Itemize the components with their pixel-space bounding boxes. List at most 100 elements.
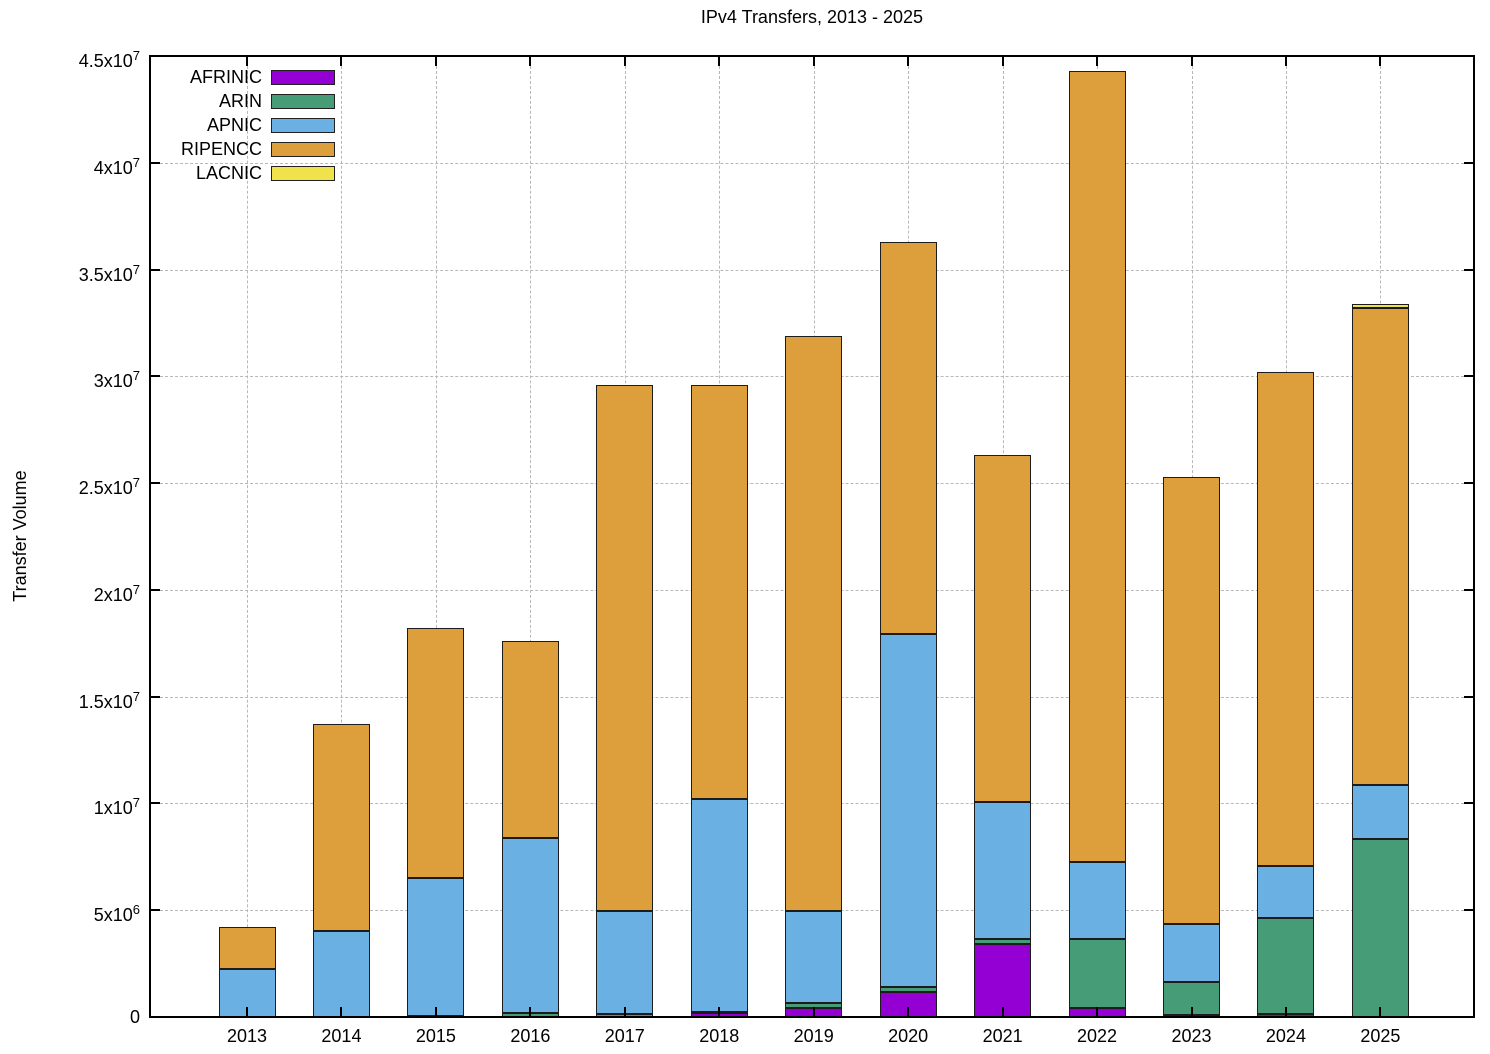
y-tick-label: 2x107 — [93, 581, 140, 605]
x-tick-bottom — [246, 1007, 248, 1017]
bar-segment — [407, 628, 465, 879]
y-tick-right — [1464, 161, 1474, 164]
x-tick-bottom — [1284, 1007, 1287, 1017]
bar-segment — [1351, 307, 1409, 786]
y-tick-left — [150, 161, 160, 164]
legend-label: AFRINIC — [190, 66, 262, 87]
x-tick-bottom — [812, 1007, 815, 1017]
x-tick-top — [1379, 56, 1382, 66]
bar-segment — [879, 987, 937, 993]
x-tick-top — [812, 56, 815, 66]
bar-segment — [785, 335, 843, 912]
legend-label: RIPENCC — [180, 138, 262, 159]
legend-row: LACNIC — [148, 161, 335, 185]
legend-label: APNIC — [206, 114, 262, 135]
bar-segment — [1068, 70, 1126, 863]
legend-label: LACNIC — [195, 162, 262, 183]
y-tick-left — [150, 375, 160, 378]
y-tick-right — [1464, 268, 1474, 271]
bar-segment — [407, 878, 465, 1016]
bar-segment — [974, 455, 1032, 803]
x-tick-label: 2024 — [1265, 1026, 1306, 1046]
bar-segment — [1068, 862, 1126, 940]
legend-swatch — [271, 165, 335, 181]
x-tick-bottom — [1379, 1007, 1382, 1017]
x-tick-label: 2014 — [321, 1026, 362, 1046]
x-tick-label: 2021 — [982, 1026, 1023, 1046]
bar-segment — [785, 911, 843, 1004]
bar-segment — [1351, 303, 1409, 308]
bar-segment — [879, 633, 937, 988]
x-tick-top — [529, 56, 532, 66]
legend: AFRINIC ARIN APNIC RIPENCC LACNIC — [148, 65, 335, 185]
x-tick-top — [1284, 56, 1287, 66]
y-tick-right — [1464, 482, 1474, 485]
y-tick-label: 5x106 — [93, 902, 140, 926]
x-tick-label: 2023 — [1171, 1026, 1212, 1046]
x-tick-label: 2018 — [699, 1026, 740, 1046]
v-gridline — [341, 56, 343, 1017]
bar-segment — [879, 241, 937, 634]
y-tick-left — [150, 695, 160, 698]
x-tick-top — [1190, 56, 1193, 66]
x-tick-top — [907, 56, 910, 66]
bar-segment — [501, 837, 559, 1013]
bar-segment — [596, 911, 654, 1014]
x-tick-label: 2022 — [1077, 1026, 1118, 1046]
y-tick-right — [1464, 802, 1474, 805]
y-tick-label: 3x107 — [93, 368, 140, 392]
y-tick-left — [150, 268, 160, 271]
bar-segment — [1163, 476, 1220, 925]
x-tick-top — [1096, 56, 1099, 66]
legend-swatch — [271, 93, 335, 109]
y-tick-right — [1464, 909, 1474, 912]
chart-title: IPv4 Transfers, 2013 - 2025 — [700, 7, 924, 27]
bar-segment — [974, 802, 1032, 940]
legend-row: AFRINIC — [148, 65, 335, 89]
x-tick-label: 2013 — [226, 1026, 268, 1046]
x-tick-bottom — [623, 1007, 626, 1017]
bar-segment — [312, 724, 370, 931]
bar-segment — [1351, 785, 1409, 839]
h-gridline — [150, 162, 1474, 164]
legend-swatch — [271, 117, 335, 133]
x-tick-bottom — [1001, 1007, 1004, 1017]
bar-segment — [312, 930, 370, 1017]
h-gridline — [150, 269, 1474, 271]
v-gridline — [530, 56, 532, 1017]
y-tick-label: 0 — [129, 1007, 140, 1027]
x-tick-bottom — [907, 1007, 910, 1017]
y-tick-label: 1.5x107 — [78, 688, 140, 712]
x-tick-top — [340, 56, 343, 66]
x-tick-label: 2020 — [888, 1026, 929, 1046]
v-gridline — [247, 56, 248, 1017]
bar-segment — [1351, 838, 1409, 1017]
bar-segment — [218, 927, 276, 969]
legend-swatch — [271, 141, 335, 157]
legend-row: RIPENCC — [148, 137, 335, 161]
y-tick-label: 4.5x107 — [78, 48, 140, 71]
y-tick-left — [150, 588, 160, 591]
x-tick-bottom — [1096, 1007, 1099, 1017]
y-tick-label: 4x107 — [93, 154, 140, 178]
x-tick-bottom — [529, 1007, 532, 1017]
x-tick-label: 2015 — [415, 1026, 456, 1046]
x-tick-bottom — [340, 1007, 343, 1017]
bar-segment — [690, 799, 748, 1012]
y-tick-label: 1x107 — [93, 795, 140, 819]
y-tick-left — [150, 909, 160, 912]
x-tick-top — [246, 56, 248, 66]
legend-swatch — [271, 69, 335, 85]
y-tick-left — [150, 802, 160, 805]
bar-segment — [501, 641, 559, 838]
legend-row: ARIN — [148, 89, 335, 113]
x-tick-top — [623, 56, 626, 66]
bar-segment — [1257, 917, 1315, 1014]
x-tick-top — [434, 56, 437, 66]
x-tick-top — [1001, 56, 1004, 66]
x-tick-bottom — [718, 1007, 721, 1017]
x-tick-top — [718, 56, 721, 66]
legend-label: ARIN — [218, 90, 262, 111]
bar-segment — [1257, 372, 1315, 867]
bar-segment — [974, 944, 1032, 1017]
